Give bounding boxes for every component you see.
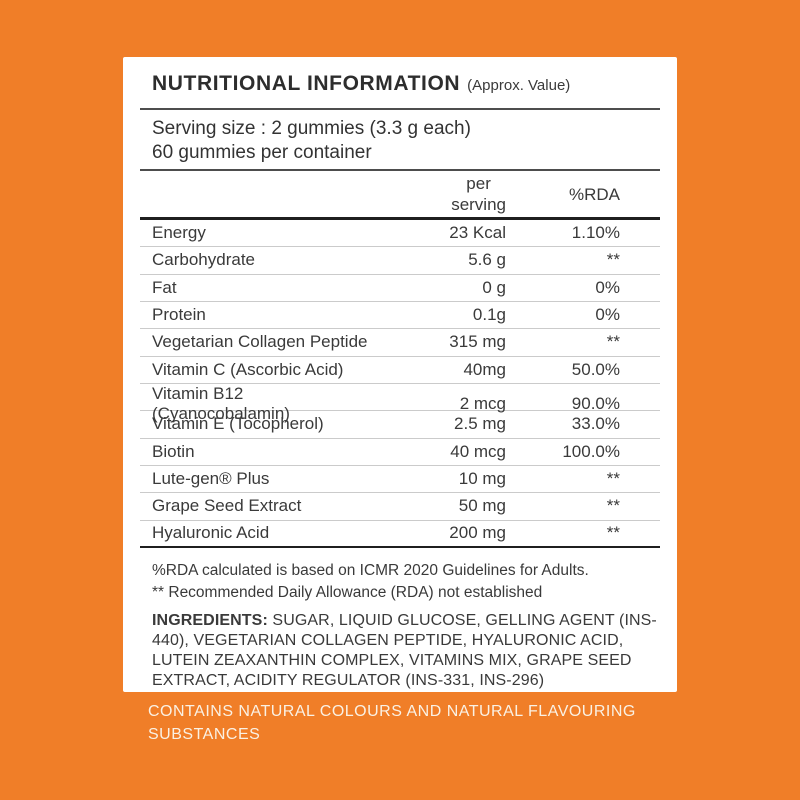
page-title: NUTRITIONAL INFORMATION	[152, 72, 461, 95]
table-row: Energy 23 Kcal 1.10%	[140, 220, 660, 248]
row-rda-value: 50.0%	[571, 359, 620, 379]
row-label: Vitamin C (Ascorbic Acid)	[152, 359, 344, 379]
row-per-serving-value: 0 g	[482, 277, 506, 297]
row-rda-value: **	[606, 332, 620, 352]
serving-size-section: Serving size : 2 gummies (3.3 g each) 60…	[140, 110, 660, 171]
table-row: Biotin 40 mcg 100.0%	[140, 439, 660, 466]
row-rda-value: **	[606, 496, 620, 516]
ingredients-text: SUGAR, LIQUID GLUCOSE, GELLING AGENT (IN…	[152, 611, 657, 689]
row-label: Energy	[152, 223, 206, 243]
row-label: Hyaluronic Acid	[152, 523, 270, 543]
table-row: Hyaluronic Acid 200 mg **	[140, 521, 660, 548]
row-rda-value: **	[606, 469, 620, 489]
table-row: Vitamin C (Ascorbic Acid) 40mg 50.0%	[140, 357, 660, 384]
table-column-headers: per serving %RDA	[140, 171, 660, 220]
approx-value-label: (Approx. Value)	[467, 77, 571, 94]
row-rda-value: 0%	[595, 277, 620, 297]
table-row: Vegetarian Collagen Peptide 315 mg **	[140, 329, 660, 357]
table-row: Vitamin E (Tocopherol) 2.5 mg 33.0%	[140, 411, 660, 439]
table-row: Fat 0 g 0%	[140, 275, 660, 302]
table-row: Protein 0.1g 0%	[140, 302, 660, 330]
ingredients-label: INGREDIENTS:	[152, 611, 268, 629]
row-rda-value: 100.0%	[562, 441, 620, 461]
row-rda-value: 90.0%	[571, 393, 620, 413]
row-label: Biotin	[152, 441, 195, 461]
row-label: Carbohydrate	[152, 250, 256, 270]
table-row: Carbohydrate 5.6 g **	[140, 247, 660, 275]
container-count-line: 60 gummies per container	[152, 142, 372, 163]
table-row: Lute-gen® Plus 10 mg **	[140, 466, 660, 494]
ingredients-section: INGREDIENTS: SUGAR, LIQUID GLUCOSE, GELL…	[140, 611, 657, 691]
row-per-serving-value: 23 Kcal	[449, 223, 506, 243]
row-label: Protein	[152, 305, 206, 325]
row-per-serving-value: 2.5 mg	[454, 414, 506, 434]
row-per-serving-value: 40 mcg	[450, 441, 506, 461]
row-rda-value: 33.0%	[571, 414, 620, 434]
row-rda-value: 1.10%	[571, 223, 620, 243]
row-per-serving-value: 0.1g	[472, 305, 506, 325]
row-label: Vegetarian Collagen Peptide	[152, 332, 368, 352]
row-rda-value: **	[606, 250, 620, 270]
footer-note: CONTAINS NATURAL COLOURS AND NATURAL FLA…	[148, 703, 636, 743]
notes-section: %RDA calculated is based on ICMR 2020 Gu…	[140, 560, 660, 604]
row-label: Grape Seed Extract	[152, 496, 302, 516]
row-rda-value: 0%	[595, 305, 620, 325]
col-header-per-serving: per serving	[451, 174, 506, 214]
row-label: Vitamin E (Tocopherol)	[152, 414, 324, 434]
row-label: Fat	[152, 277, 177, 297]
nutrition-table-body: Energy 23 Kcal 1.10% Carbohydrate 5.6 g …	[140, 220, 660, 548]
row-rda-value: **	[606, 523, 620, 543]
row-label: Vitamin B12 (Cyanocobalamin)	[152, 383, 290, 423]
row-per-serving-value: 5.6 g	[468, 250, 506, 270]
title-section: NUTRITIONAL INFORMATION (Approx. Value)	[140, 57, 660, 110]
table-row: Grape Seed Extract 50 mg **	[140, 493, 660, 521]
row-per-serving-value: 50 mg	[458, 496, 506, 516]
rda-guidelines-note: %RDA calculated is based on ICMR 2020 Gu…	[152, 561, 589, 579]
row-per-serving-value: 315 mg	[449, 332, 506, 352]
row-per-serving-value: 2 mcg	[459, 393, 506, 413]
row-per-serving-value: 10 mg	[458, 469, 506, 489]
asterisk-note: ** Recommended Daily Allowance (RDA) not…	[152, 583, 543, 601]
row-per-serving-value: 40mg	[463, 359, 506, 379]
row-label: Lute-gen® Plus	[152, 469, 270, 489]
serving-size-line: Serving size : 2 gummies (3.3 g each)	[152, 118, 471, 139]
table-row: Vitamin B12 (Cyanocobalamin) 2 mcg 90.0%	[140, 384, 660, 423]
row-per-serving-value: 200 mg	[449, 523, 506, 543]
col-header-rda: %RDA	[568, 184, 620, 204]
nutrition-card: NUTRITIONAL INFORMATION (Approx. Value) S…	[123, 57, 677, 692]
